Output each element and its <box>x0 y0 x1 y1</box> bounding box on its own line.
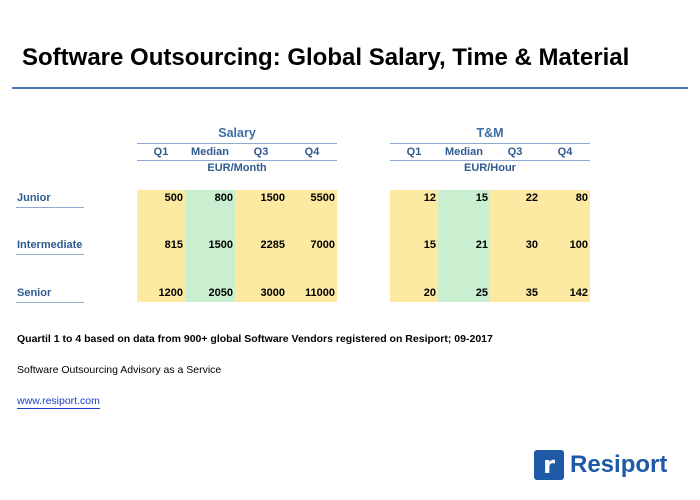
tm-junior-q3: 22 <box>525 192 538 204</box>
page-title: Software Outsourcing: Global Salary, Tim… <box>22 44 630 71</box>
tm-junior-q1: 12 <box>423 192 436 204</box>
salary-senior-q3: 3000 <box>260 287 285 299</box>
resiport-logo: r Resiport <box>534 450 667 480</box>
tm-header-q4: Q4 <box>557 146 573 158</box>
tm-median-band <box>438 190 490 302</box>
salary-q3-band <box>235 190 287 302</box>
row-label-junior: Junior <box>17 192 51 204</box>
tm-intermediate-q1: 15 <box>423 239 436 251</box>
salary-header-line <box>137 160 337 161</box>
tm-group-line <box>390 143 590 144</box>
salary-header-q1: Q1 <box>153 146 169 158</box>
salary-unit: EUR/Month <box>207 162 267 174</box>
row-line-intermediate <box>16 254 84 255</box>
salary-group-line <box>137 143 337 144</box>
tm-junior-q4: 80 <box>575 192 588 204</box>
salary-intermediate-q4: 7000 <box>310 239 335 251</box>
website-link[interactable]: www.resiport.com <box>17 395 100 409</box>
tm-senior-q1: 20 <box>423 287 436 299</box>
title-divider <box>12 87 688 89</box>
resiport-logo-text: Resiport <box>570 451 668 478</box>
salary-junior-q4: 5500 <box>310 192 335 204</box>
salary-header-q4: Q4 <box>304 146 320 158</box>
salary-junior-median: 800 <box>214 192 233 204</box>
tm-header-median: Median <box>445 146 483 158</box>
footnote: Quartil 1 to 4 based on data from 900+ g… <box>17 333 493 345</box>
salary-senior-q4: 11000 <box>305 287 335 299</box>
salary-intermediate-q1: 815 <box>164 239 183 251</box>
salary-intermediate-q3: 2285 <box>260 239 285 251</box>
tm-junior-median: 15 <box>475 192 488 204</box>
tm-intermediate-q3: 30 <box>525 239 538 251</box>
salary-q1-band <box>137 190 185 302</box>
salary-header-median: Median <box>191 146 229 158</box>
row-line-junior <box>16 207 84 208</box>
tm-senior-median: 25 <box>475 287 488 299</box>
salary-senior-median: 2050 <box>208 287 233 299</box>
salary-senior-q1: 1200 <box>158 287 183 299</box>
row-label-senior: Senior <box>17 287 52 299</box>
tm-intermediate-q4: 100 <box>569 239 588 251</box>
tm-intermediate-median: 21 <box>475 239 488 251</box>
tm-q4-band <box>540 190 590 302</box>
tm-q1-band <box>390 190 438 302</box>
salary-q4-band <box>287 190 337 302</box>
advisory-text: Software Outsourcing Advisory as a Servi… <box>17 364 222 376</box>
row-label-intermediate: Intermediate <box>17 239 83 251</box>
tm-q3-band <box>490 190 540 302</box>
tm-header-line <box>390 160 590 161</box>
row-line-senior <box>16 302 84 303</box>
resiport-logo-mark-icon: r <box>534 450 564 480</box>
salary-intermediate-median: 1500 <box>208 239 233 251</box>
salary-group-title: Salary <box>218 126 256 140</box>
salary-header-q3: Q3 <box>253 146 269 158</box>
tm-header-q1: Q1 <box>406 146 422 158</box>
tm-senior-q3: 35 <box>525 287 538 299</box>
tm-senior-q4: 142 <box>569 287 588 299</box>
salary-junior-q1: 500 <box>164 192 183 204</box>
tm-unit: EUR/Hour <box>464 162 516 174</box>
tm-header-q3: Q3 <box>507 146 523 158</box>
salary-junior-q3: 1500 <box>260 192 285 204</box>
salary-median-band <box>185 190 235 302</box>
tm-group-title: T&M <box>476 126 504 140</box>
